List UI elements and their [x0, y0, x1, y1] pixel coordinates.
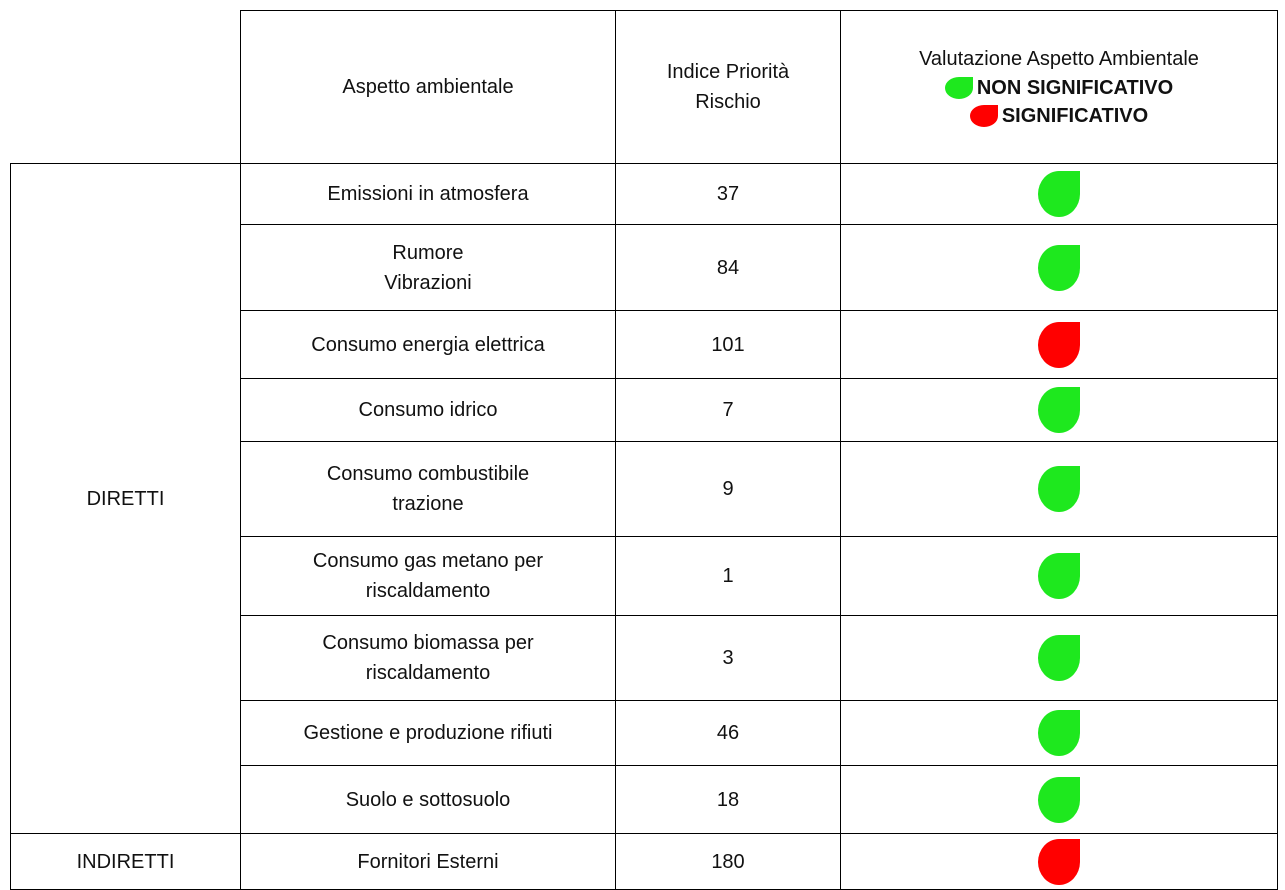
- table: Aspetto ambientale Indice Priorità Rischi…: [10, 10, 1278, 890]
- evaluation-cell: [840, 765, 1278, 834]
- legend-label: SIGNIFICATIVO: [1001, 105, 1149, 127]
- header-cell: Indice Priorità Rischio: [615, 10, 841, 164]
- header-cell: Valutazione Aspetto Ambientale NON SIGNIF…: [840, 10, 1278, 164]
- aspect-cell: Rumore Vibrazioni: [240, 224, 616, 311]
- legend-swatch: [969, 105, 998, 127]
- row: Consumo combustibile trazione 9: [11, 441, 1278, 537]
- status-icon: [1038, 171, 1080, 217]
- legend-item: NON SIGNIFICATIVO: [845, 74, 1273, 102]
- aspect-cell: Suolo e sottosuolo: [240, 765, 616, 834]
- row: Gestione e produzione rifiuti 46: [11, 700, 1278, 766]
- index-cell: 46: [615, 700, 841, 766]
- aspect-line: Vibrazioni: [384, 271, 472, 294]
- status-icon: [1038, 776, 1080, 823]
- header-text: Aspetto ambientale: [342, 76, 514, 98]
- index-cell: 180: [615, 833, 841, 890]
- row: DIRETTI Emissioni in atmosfera 37: [10, 163, 1278, 834]
- legend-swatch: [944, 77, 973, 99]
- header-text: Valutazione Aspetto Ambientale: [919, 48, 1199, 70]
- aspect-line: riscaldamento: [365, 662, 491, 684]
- evaluation-cell: [840, 536, 1278, 616]
- index-cell: 9: [615, 441, 841, 537]
- group-cell: INDIRETTI: [10, 833, 241, 890]
- legend-label: NON SIGNIFICATIVO: [976, 77, 1174, 99]
- aspect-line: Consumo idrico: [358, 399, 498, 421]
- row: Rumore Vibrazioni 84: [11, 224, 1278, 311]
- aspect-cell: Consumo energia elettrica: [240, 310, 616, 379]
- evaluation-cell: [840, 163, 1278, 225]
- status-icon: [1038, 244, 1080, 291]
- aspect-line: Consumo combustibile: [326, 463, 530, 485]
- evaluation-cell: [840, 700, 1278, 766]
- evaluation-cell: [840, 615, 1278, 701]
- status-icon: [1038, 710, 1080, 756]
- blank-cell: [10, 10, 241, 164]
- header-cell: Aspetto ambientale: [240, 10, 616, 164]
- evaluation-cell: [840, 224, 1278, 311]
- header-text: Indice Priorità: [666, 61, 790, 83]
- status-icon: [1038, 321, 1080, 368]
- group-cell: DIRETTI: [10, 163, 241, 834]
- row: Consumo biomassa per riscaldamento 3: [11, 615, 1278, 701]
- aspect-line: Consumo gas metano per: [312, 550, 544, 572]
- index-cell: 7: [615, 378, 841, 442]
- aspect-line: trazione: [392, 493, 464, 515]
- header-text: Rischio: [695, 91, 761, 113]
- status-icon: [1038, 838, 1080, 885]
- index-cell: 84: [615, 224, 841, 311]
- row: INDIRETTI Fornitori Esterni 180: [10, 833, 1278, 890]
- aspect-cell: Consumo combustibile trazione: [240, 441, 616, 537]
- aspect-line: riscaldamento: [365, 580, 491, 602]
- index-cell: 18: [615, 765, 841, 834]
- index-cell: 37: [615, 163, 841, 225]
- index-cell: 101: [615, 310, 841, 379]
- index-cell: 3: [615, 615, 841, 701]
- aspect-line: Emissioni in atmosfera: [327, 183, 529, 205]
- row: Consumo idrico 7: [11, 378, 1278, 442]
- status-icon: [1038, 635, 1080, 681]
- status-icon: [1038, 466, 1080, 512]
- header-row: Aspetto ambientale Indice Priorità Rischi…: [10, 10, 1278, 164]
- legend-item: SIGNIFICATIVO: [845, 102, 1273, 130]
- aspect-line: Suolo e sottosuolo: [345, 788, 511, 811]
- aspect-cell: Consumo biomassa per riscaldamento: [240, 615, 616, 701]
- evaluation-cell: [840, 833, 1278, 890]
- aspect-line: Consumo energia elettrica: [311, 333, 545, 356]
- aspect-cell: Fornitori Esterni: [240, 833, 616, 890]
- aspect-line: Consumo biomassa per: [322, 632, 534, 654]
- status-icon: [1038, 553, 1080, 599]
- status-icon: [1038, 387, 1080, 433]
- aspect-line: Fornitori Esterni: [357, 850, 499, 873]
- aspect-cell: Gestione e produzione rifiuti: [240, 700, 616, 766]
- aspect-line: Rumore: [392, 241, 464, 264]
- evaluation-cell: [840, 378, 1278, 442]
- aspect-cell: Consumo idrico: [240, 378, 616, 442]
- evaluation-cell: [840, 310, 1278, 379]
- aspect-cell: Consumo gas metano per riscaldamento: [240, 536, 616, 616]
- row: Consumo energia elettrica 101: [11, 310, 1278, 379]
- aspect-line: Gestione e produzione rifiuti: [303, 722, 553, 744]
- evaluation-cell: [840, 441, 1278, 537]
- aspect-cell: Emissioni in atmosfera: [240, 163, 616, 225]
- index-cell: 1: [615, 536, 841, 616]
- row: Consumo gas metano per riscaldamento 1: [11, 536, 1278, 616]
